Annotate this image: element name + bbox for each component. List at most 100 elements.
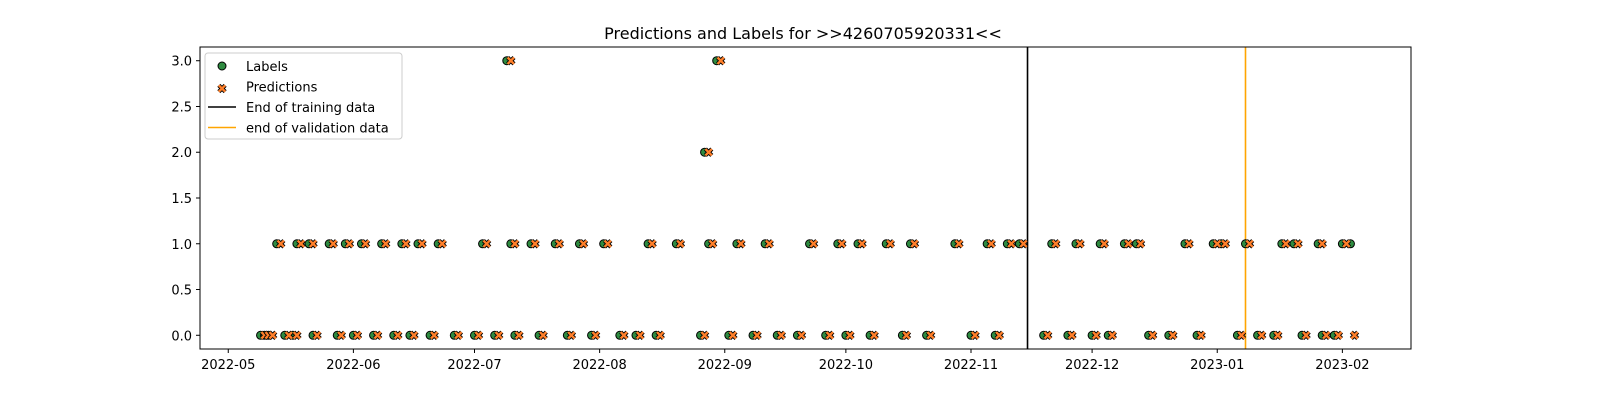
- prediction-point: [1212, 239, 1222, 249]
- prediction-point: [885, 239, 895, 249]
- legend-item: End of training data: [208, 101, 375, 116]
- prediction-point: [655, 330, 665, 340]
- prediction-point: [728, 330, 738, 340]
- prediction-point: [699, 330, 710, 340]
- prediction-point: [1293, 239, 1303, 249]
- prediction-point: [1184, 239, 1194, 249]
- x-tick-label: 2023-01: [1190, 358, 1244, 373]
- prediction-point: [530, 239, 540, 249]
- prediction-point: [647, 239, 657, 249]
- prediction-point: [590, 330, 601, 340]
- y-tick-label: 2.0: [171, 146, 192, 161]
- prediction-point: [1333, 330, 1344, 340]
- prediction-point: [429, 330, 439, 340]
- prediction-point: [1196, 330, 1206, 340]
- legend-label: end of validation data: [246, 122, 389, 137]
- prediction-point: [506, 56, 516, 66]
- prediction-point: [1107, 330, 1117, 340]
- prediction-point: [825, 330, 835, 340]
- prediction-point: [393, 330, 403, 340]
- prediction-point: [473, 330, 484, 340]
- prediction-point: [538, 330, 548, 340]
- legend-marker: [217, 83, 227, 94]
- prediction-point: [1051, 239, 1061, 249]
- chart-title: Predictions and Labels for >>42607059203…: [604, 24, 1002, 43]
- prediction-point: [1043, 330, 1053, 340]
- x-tick-label: 2023-02: [1315, 358, 1369, 373]
- prediction-point: [578, 239, 589, 249]
- prediction-point: [808, 239, 819, 249]
- prediction-point: [857, 239, 867, 249]
- prediction-point: [925, 330, 936, 340]
- prediction-point: [381, 239, 391, 249]
- prediction-point: [336, 330, 346, 340]
- y-tick-label: 1.0: [171, 238, 192, 253]
- prediction-point: [1168, 330, 1178, 340]
- prediction-point: [312, 330, 322, 340]
- prediction-point: [1321, 330, 1331, 340]
- prediction-point: [716, 56, 726, 66]
- prediction-point: [409, 330, 419, 340]
- prediction-point: [1006, 239, 1017, 249]
- x-tick-label: 2022-10: [819, 358, 873, 373]
- prediction-point: [909, 239, 920, 249]
- prediction-point: [954, 239, 964, 249]
- prediction-point: [635, 330, 645, 340]
- prediction-point: [566, 330, 577, 340]
- prediction-point: [1067, 330, 1077, 340]
- x-tick-label: 2022-12: [1065, 358, 1119, 373]
- y-tick-label: 0.5: [171, 284, 192, 299]
- prediction-point: [1341, 239, 1352, 249]
- prediction-point: [352, 330, 363, 340]
- prediction-point: [1244, 239, 1255, 249]
- x-tick-label: 2022-08: [572, 358, 626, 373]
- y-tick-label: 2.5: [171, 100, 192, 115]
- axes-frame: [199, 46, 1412, 350]
- prediction-point: [776, 330, 786, 340]
- prediction-point: [1236, 330, 1247, 340]
- legend-label: Predictions: [246, 81, 318, 96]
- prediction-point: [1099, 239, 1109, 249]
- prediction-point: [292, 330, 302, 340]
- prediction-point: [1273, 330, 1283, 340]
- legend-item: Labels: [217, 60, 288, 75]
- prediction-point: [267, 330, 278, 340]
- x-tick-label: 2022-05: [201, 358, 255, 373]
- prediction-point: [764, 239, 774, 249]
- prediction-point: [970, 330, 980, 340]
- prediction-point: [1123, 239, 1134, 249]
- x-tick-label: 2022-11: [944, 358, 998, 373]
- prediction-point: [619, 330, 629, 340]
- prediction-point: [510, 239, 520, 249]
- plot-area: [256, 47, 1360, 349]
- prediction-point: [837, 239, 847, 249]
- prediction-point: [494, 330, 504, 340]
- prediction-point: [901, 330, 912, 340]
- prediction-point: [845, 330, 855, 340]
- prediction-point: [703, 147, 714, 157]
- prediction-point: [1317, 239, 1327, 249]
- legend-box: [204, 52, 403, 140]
- prediction-point: [707, 239, 718, 249]
- prediction-point: [308, 239, 318, 249]
- prediction-point: [1075, 239, 1085, 249]
- prediction-point: [736, 239, 746, 249]
- prediction-point: [994, 330, 1004, 340]
- x-tick-label: 2022-07: [447, 358, 501, 373]
- legend-label: Labels: [246, 60, 288, 75]
- prediction-point: [344, 239, 355, 249]
- y-tick-label: 1.5: [171, 192, 192, 207]
- prediction-point: [1091, 330, 1101, 340]
- legend-label: End of training data: [246, 101, 375, 116]
- prediction-point: [796, 330, 807, 340]
- x-axis: 2022-05 2022-06 2022-07 2022-08 2022-09 2022-…: [201, 349, 1370, 373]
- prediction-point: [869, 330, 879, 340]
- prediction-point: [1301, 330, 1311, 340]
- prediction-point: [752, 330, 762, 340]
- prediction-point: [360, 239, 371, 249]
- prediction-point: [1256, 330, 1267, 340]
- prediction-point: [1147, 330, 1158, 340]
- y-axis: 0.0 0.5 1.0 1.5 2.0 2.5 3.0: [171, 55, 200, 344]
- x-tick-label: 2022-06: [326, 358, 380, 373]
- prediction-point: [372, 330, 383, 340]
